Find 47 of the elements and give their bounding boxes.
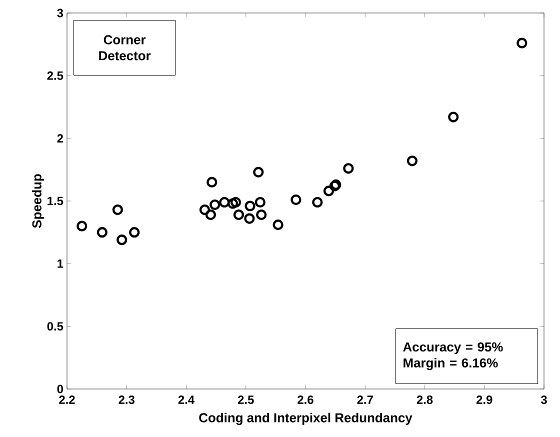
- point: [272, 220, 284, 230]
- x-axis-title: Coding and Interpixel Redundancy: [199, 412, 412, 425]
- point: [256, 209, 267, 220]
- x-tick-label: 2.5: [238, 396, 254, 404]
- point: [323, 186, 334, 196]
- x-tick-label: 2.4: [178, 396, 194, 404]
- y-axis-title: Speedup: [32, 174, 44, 228]
- point: [210, 199, 220, 210]
- y-tick-label: 3: [57, 8, 64, 18]
- point: [254, 196, 266, 208]
- point: [516, 38, 528, 48]
- point: [227, 198, 238, 209]
- point: [406, 156, 418, 166]
- point: [244, 213, 255, 224]
- x-tick-label: 2.8: [416, 396, 433, 404]
- point: [96, 227, 108, 238]
- annotation: Accuracy = 95%: [403, 342, 503, 354]
- point: [129, 227, 140, 238]
- x-tick-label: 2.3: [118, 396, 135, 404]
- y-tick-label: 1.5: [48, 196, 64, 206]
- point: [112, 204, 123, 216]
- point: [312, 196, 323, 208]
- point: [343, 163, 354, 174]
- y-tick-label: 1: [58, 260, 64, 268]
- x-tick-label: 2.2: [59, 396, 75, 404]
- x-tick-label: 2.7: [357, 396, 373, 404]
- point: [116, 234, 128, 246]
- y-tick-label: 0: [57, 384, 63, 394]
- point: [205, 209, 216, 220]
- x-tick-label: 2.6: [298, 396, 314, 404]
- point: [219, 196, 230, 208]
- y-tick-label: 2: [57, 134, 64, 143]
- y-tick-label: 0.5: [47, 322, 64, 331]
- annotation: Corner Detector: [99, 35, 151, 60]
- point: [199, 204, 210, 216]
- point: [230, 196, 242, 208]
- point: [233, 209, 244, 220]
- point: [448, 112, 459, 122]
- x-tick-label: 3: [540, 396, 547, 404]
- y-tick-label: 2.5: [47, 71, 64, 80]
- x-tick-label: 2.9: [476, 396, 492, 404]
- point: [206, 176, 218, 188]
- point: [253, 166, 264, 178]
- point: [244, 200, 256, 212]
- point: [76, 220, 88, 232]
- point: [290, 194, 302, 206]
- annotation: Margin = 6.16%: [404, 358, 498, 370]
